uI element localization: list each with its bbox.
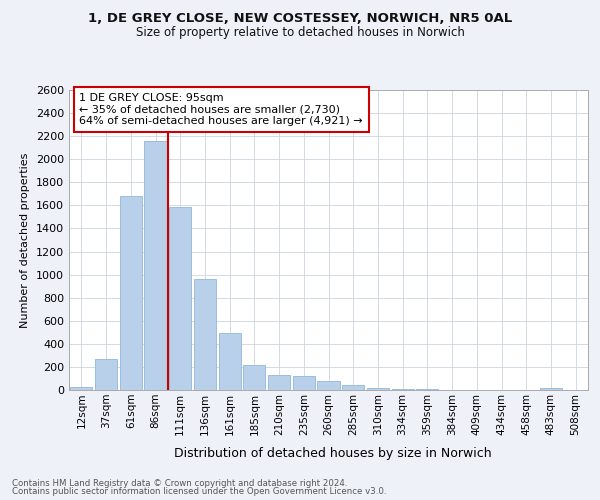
Bar	[540, 388, 562, 390]
Bar	[367, 388, 389, 390]
Bar	[145, 141, 167, 390]
Bar	[392, 389, 414, 390]
Text: Contains public sector information licensed under the Open Government Licence v3: Contains public sector information licen…	[12, 487, 386, 496]
Bar	[268, 375, 290, 390]
Bar	[342, 386, 364, 390]
Text: Contains HM Land Registry data © Crown copyright and database right 2024.: Contains HM Land Registry data © Crown c…	[12, 478, 347, 488]
Bar	[95, 359, 117, 390]
Text: Distribution of detached houses by size in Norwich: Distribution of detached houses by size …	[174, 448, 492, 460]
Bar	[194, 279, 216, 390]
Bar	[293, 376, 315, 390]
Bar	[119, 196, 142, 390]
Text: Size of property relative to detached houses in Norwich: Size of property relative to detached ho…	[136, 26, 464, 39]
Y-axis label: Number of detached properties: Number of detached properties	[20, 152, 31, 328]
Text: 1 DE GREY CLOSE: 95sqm
← 35% of detached houses are smaller (2,730)
64% of semi-: 1 DE GREY CLOSE: 95sqm ← 35% of detached…	[79, 93, 363, 126]
Bar	[317, 381, 340, 390]
Bar	[169, 206, 191, 390]
Bar	[243, 365, 265, 390]
Text: 1, DE GREY CLOSE, NEW COSTESSEY, NORWICH, NR5 0AL: 1, DE GREY CLOSE, NEW COSTESSEY, NORWICH…	[88, 12, 512, 26]
Bar	[218, 334, 241, 390]
Bar	[70, 386, 92, 390]
